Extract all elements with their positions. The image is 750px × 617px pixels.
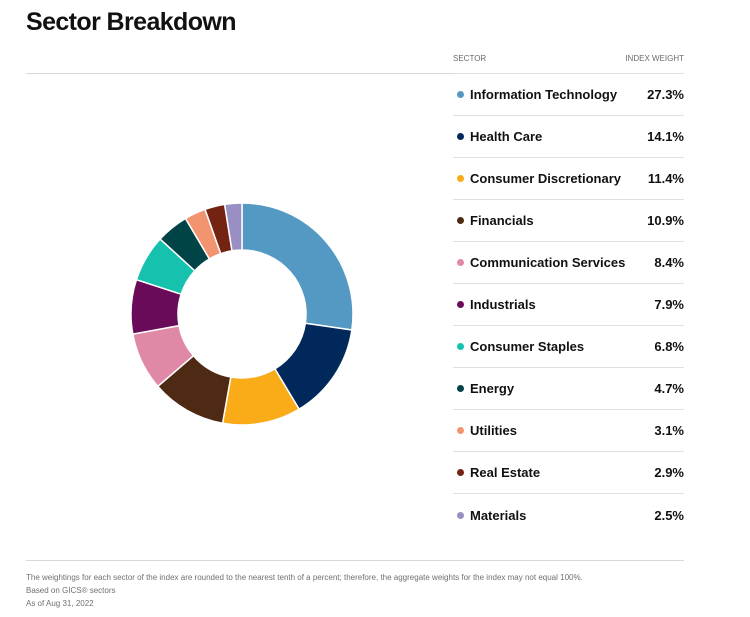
donut-chart: [120, 192, 364, 436]
legend-label: Health Care: [470, 129, 543, 144]
legend-swatch: [457, 343, 464, 350]
legend-value: 27.3%: [647, 87, 684, 102]
legend-label: Industrials: [470, 297, 536, 312]
footnote-rounding: The weightings for each sector of the in…: [26, 573, 583, 582]
legend-label: Utilities: [470, 423, 517, 438]
legend-row-label-group: Energy: [453, 381, 514, 396]
slice-materials: [223, 202, 243, 252]
legend-row-label-group: Real Estate: [453, 465, 540, 480]
legend-label: Materials: [470, 507, 527, 523]
legend-value: 6.8%: [654, 339, 684, 354]
legend-row-financials: Financials 10.9%: [453, 200, 684, 242]
legend-row-real-estate: Real Estate 2.9%: [453, 452, 684, 494]
legend-row-utilities: Utilities 3.1%: [453, 410, 684, 452]
sector-column-header: SECTOR: [453, 53, 487, 63]
legend-label: Financials: [470, 213, 534, 228]
legend-row-label-group: Materials: [453, 508, 526, 523]
legend-label: Real Estate: [470, 465, 541, 480]
legend-value: 8.4%: [654, 255, 684, 270]
sector-legend: SECTOR INDEX WEIGHT Information Technolo…: [453, 50, 684, 536]
legend-row-label-group: Financials: [453, 213, 534, 228]
legend-swatch: [457, 217, 464, 224]
legend-row-industrials: Industrials 7.9%: [453, 284, 684, 326]
legend-value: 11.4%: [647, 171, 684, 186]
legend-swatch: [457, 133, 464, 140]
legend-row-information-technology: Information Technology 27.3%: [453, 74, 684, 116]
legend-swatch: [457, 511, 464, 519]
legend-row-label-group: Health Care: [453, 129, 542, 144]
legend-row-label-group: Utilities: [453, 423, 517, 438]
legend-value: 10.9%: [647, 213, 684, 228]
slice-information-technology: [241, 202, 354, 331]
legend-swatch: [457, 385, 464, 392]
footnotes: The weightings for each sector of the in…: [26, 571, 583, 610]
legend-swatch: [457, 91, 464, 98]
footnote-date: As of Aug 31, 2022: [26, 599, 94, 608]
legend-label: Consumer Discretionary: [470, 171, 621, 186]
page-title: Sector Breakdown: [26, 8, 237, 36]
legend-row-communication-services: Communication Services 8.4%: [453, 242, 684, 284]
legend-value: 2.9%: [654, 465, 684, 480]
legend-swatch: [457, 259, 464, 266]
legend-rows: Information Technology 27.3% Health Care 14…: [453, 73, 684, 536]
legend-value: 2.5%: [654, 507, 684, 523]
legend-row-health-care: Health Care 14.1%: [453, 116, 684, 158]
legend-row-label-group: Information Technology: [453, 87, 617, 102]
bottom-divider: [26, 560, 684, 561]
legend-row-label-group: Communication Services: [453, 255, 625, 270]
weight-column-header: INDEX WEIGHT: [625, 53, 684, 63]
legend-swatch: [457, 175, 464, 182]
donut-svg: [130, 202, 354, 426]
legend-label: Communication Services: [470, 255, 626, 270]
legend-row-consumer-discretionary: Consumer Discretionary 11.4%: [453, 158, 684, 200]
legend-row-label-group: Consumer Discretionary: [453, 171, 621, 186]
legend-row-energy: Energy 4.7%: [453, 368, 684, 410]
legend-row-label-group: Consumer Staples: [453, 339, 584, 354]
legend-row-label-group: Industrials: [453, 297, 536, 312]
legend-row-materials: Materials 2.5%: [453, 494, 684, 536]
legend-header: SECTOR INDEX WEIGHT: [453, 50, 684, 66]
legend-label: Energy: [470, 381, 515, 396]
legend-swatch: [457, 301, 464, 308]
legend-value: 14.1%: [647, 129, 684, 144]
legend-value: 7.9%: [654, 297, 684, 312]
legend-row-consumer-staples: Consumer Staples 6.8%: [453, 326, 684, 368]
legend-swatch: [457, 427, 464, 434]
top-divider: [26, 73, 684, 74]
legend-swatch: [457, 469, 464, 476]
legend-label: Information Technology: [470, 87, 618, 102]
legend-label: Consumer Staples: [470, 339, 585, 354]
legend-value: 4.7%: [654, 381, 684, 396]
legend-value: 3.1%: [654, 423, 684, 438]
footnote-gics: Based on GICS® sectors: [26, 586, 116, 595]
